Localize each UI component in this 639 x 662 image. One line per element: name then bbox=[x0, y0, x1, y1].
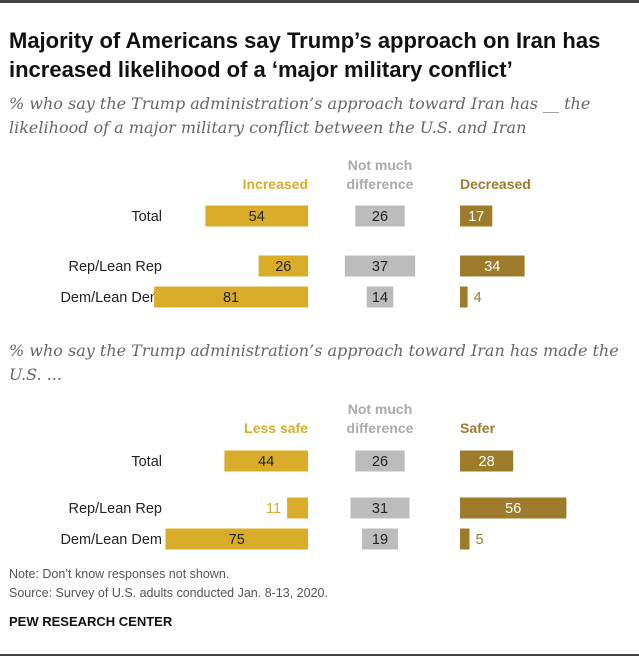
bar-1-middle-2 bbox=[361, 528, 399, 550]
bar-0-left-0 bbox=[205, 205, 308, 227]
value-label-1-right-0: 28 bbox=[479, 454, 495, 470]
legend-0-left: Increased bbox=[243, 176, 308, 192]
value-label-0-left-1: 26 bbox=[275, 259, 291, 275]
value-label-1-right-2: 5 bbox=[476, 532, 484, 548]
value-label-0-right-2: 4 bbox=[474, 290, 482, 306]
legend-1-left: Less safe bbox=[244, 420, 308, 436]
bar-1-right-2 bbox=[460, 528, 470, 550]
value-label-1-left-1: 11 bbox=[266, 501, 281, 517]
category-label-1-1: Rep/Lean Rep bbox=[68, 501, 162, 517]
value-label-1-left-2: 75 bbox=[229, 532, 245, 548]
bar-1-left-0 bbox=[224, 450, 308, 472]
value-label-1-left-0: 44 bbox=[258, 454, 274, 470]
legend-1-middle-line2: difference bbox=[347, 420, 414, 436]
legend-1-right: Safer bbox=[460, 420, 496, 436]
chart-title: Majority of Americans say Trump’s approa… bbox=[9, 28, 601, 82]
value-label-0-left-2: 81 bbox=[223, 290, 239, 306]
source-text: Source: Survey of U.S. adults conducted … bbox=[9, 586, 328, 600]
bottom-rule bbox=[0, 654, 639, 656]
chart-1-subtitle: % who say the Trump administration’s app… bbox=[9, 94, 591, 137]
value-label-1-middle-1: 31 bbox=[372, 501, 388, 517]
bar-1-right-1 bbox=[460, 497, 567, 519]
chart-2-subtitle: % who say the Trump administration’s app… bbox=[9, 341, 619, 384]
bar-0-right-1 bbox=[460, 255, 525, 277]
bar-0-middle-1 bbox=[344, 255, 416, 277]
value-label-0-left-0: 54 bbox=[249, 209, 265, 225]
category-label-0-2: Dem/Lean Dem bbox=[60, 290, 162, 306]
value-label-1-middle-2: 19 bbox=[372, 532, 388, 548]
value-label-0-right-1: 34 bbox=[484, 259, 500, 275]
bar-0-left-1 bbox=[258, 255, 308, 277]
bar-0-middle-2 bbox=[366, 286, 394, 308]
value-label-0-middle-2: 14 bbox=[372, 290, 388, 306]
legend-0-middle-line2: difference bbox=[347, 176, 414, 192]
pew-brand: PEW RESEARCH CENTER bbox=[9, 614, 173, 629]
bar-0-left-2 bbox=[154, 286, 308, 308]
category-label-1-0: Total bbox=[131, 454, 162, 470]
top-rule bbox=[0, 0, 639, 3]
legend-0-middle-line1: Not much bbox=[348, 157, 413, 173]
value-label-0-middle-0: 26 bbox=[372, 209, 388, 225]
note-text: Note: Don’t know responses not shown. bbox=[9, 567, 230, 581]
category-label-1-2: Dem/Lean Dem bbox=[60, 532, 162, 548]
bar-0-right-0 bbox=[460, 205, 493, 227]
legend-0-right: Decreased bbox=[460, 176, 531, 192]
bar-0-right-2 bbox=[460, 286, 468, 308]
legend-1-middle-line1: Not much bbox=[348, 401, 413, 417]
category-label-0-0: Total bbox=[131, 209, 162, 225]
bar-1-middle-0 bbox=[355, 450, 405, 472]
bar-1-middle-1 bbox=[350, 497, 410, 519]
value-label-0-right-0: 17 bbox=[468, 209, 484, 225]
value-label-1-middle-0: 26 bbox=[372, 454, 388, 470]
bar-1-right-0 bbox=[460, 450, 514, 472]
bar-1-left-2 bbox=[165, 528, 308, 550]
value-label-1-right-1: 56 bbox=[505, 501, 521, 517]
value-label-0-middle-1: 37 bbox=[372, 259, 388, 275]
bar-1-left-1 bbox=[287, 497, 308, 519]
bar-0-middle-0 bbox=[355, 205, 405, 227]
category-label-0-1: Rep/Lean Rep bbox=[68, 259, 162, 275]
